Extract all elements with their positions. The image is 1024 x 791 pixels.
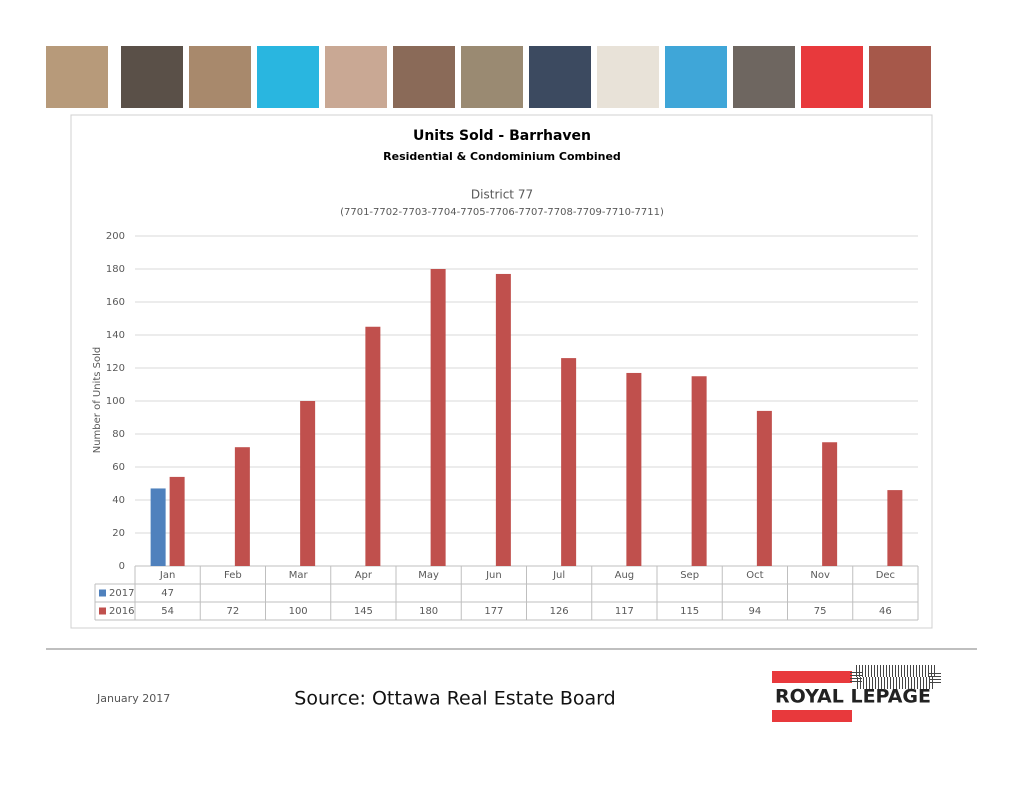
photo-tile: [461, 46, 523, 108]
legend-key: [99, 607, 106, 615]
bar: [561, 358, 577, 566]
y-tick-label: 0: [119, 561, 125, 572]
logo-bar: [772, 710, 852, 722]
bar: [169, 476, 185, 566]
x-tick-label: Aug: [615, 570, 635, 581]
y-tick-label: 180: [106, 264, 125, 275]
x-tick-label: Nov: [810, 570, 830, 581]
x-tick-label: May: [418, 570, 439, 581]
bar: [365, 326, 381, 566]
table-value: 47: [161, 588, 174, 599]
x-tick-label: Dec: [876, 570, 895, 581]
table-value: 177: [484, 606, 503, 617]
photo-tile: [257, 46, 319, 108]
x-tick-label: Jun: [485, 570, 502, 581]
bar: [691, 376, 707, 566]
table-value: 145: [354, 606, 373, 617]
table-value: 117: [615, 606, 634, 617]
y-tick-label: 120: [106, 363, 125, 374]
bar: [756, 410, 772, 566]
logo-bar: [772, 671, 852, 683]
table-value: 46: [879, 606, 892, 617]
x-tick-label: Jan: [159, 570, 175, 581]
chart-title: Units Sold - Barrhaven: [413, 128, 591, 144]
photo-tile: [189, 46, 251, 108]
y-tick-label: 20: [112, 528, 125, 539]
bar: [430, 269, 446, 566]
bar: [234, 447, 250, 566]
logo-text: ROYAL LEPAGE: [775, 686, 931, 708]
photo-strip: [46, 46, 931, 108]
x-tick-label: Sep: [680, 570, 699, 581]
plot: 0 20 40 60 80 100 120 140 160 180 200 2017 2016 Jan 47…: [94, 231, 919, 621]
legend-label: 2017: [109, 588, 134, 599]
photo-tile: [869, 46, 931, 108]
bar: [150, 488, 166, 566]
photo-tile: [733, 46, 795, 108]
y-axis-label: Number of Units Sold: [92, 347, 103, 454]
bar: [495, 273, 511, 566]
photo-tile: [121, 46, 183, 108]
bar: [822, 442, 838, 566]
x-tick-label: Oct: [746, 570, 763, 581]
photo-tile: [325, 46, 387, 108]
bar: [626, 372, 642, 566]
district-codes: (7701-7702-7703-7704-7705-7706-7707-7708…: [340, 207, 664, 218]
y-tick-label: 80: [112, 429, 125, 440]
footer-date: January 2017: [96, 692, 170, 705]
table-value: 100: [289, 606, 308, 617]
bar: [300, 401, 316, 566]
y-tick-label: 60: [112, 462, 125, 473]
table-value: 54: [161, 606, 174, 617]
photo-tile: [46, 46, 108, 108]
table-value: 75: [814, 606, 827, 617]
legend-key: [99, 589, 106, 597]
y-tick-label: 200: [106, 231, 125, 242]
x-tick-label: Mar: [289, 570, 309, 581]
x-tick-label: Apr: [355, 570, 373, 581]
y-tick-label: 100: [106, 396, 125, 407]
chart-subtitle: Residential & Condominium Combined: [383, 150, 621, 163]
photo-tile: [393, 46, 455, 108]
bar: [887, 490, 903, 566]
photo-tile: [529, 46, 591, 108]
table-value: 126: [550, 606, 569, 617]
logo-barcode: [850, 665, 941, 689]
x-tick-label: Feb: [224, 570, 242, 581]
table-value: 115: [680, 606, 699, 617]
x-tick-label: Jul: [552, 570, 565, 581]
district: District 77: [471, 188, 533, 202]
table-value: 180: [419, 606, 438, 617]
footer-source: Source: Ottawa Real Estate Board: [294, 688, 615, 710]
table-value: 94: [749, 606, 762, 617]
photo-tile: [801, 46, 863, 108]
logo: ROYAL LEPAGE: [772, 665, 941, 722]
y-tick-label: 160: [106, 297, 125, 308]
photo-tile: [665, 46, 727, 108]
photo-tile: [597, 46, 659, 108]
legend-label: 2016: [109, 606, 134, 617]
table-value: 72: [227, 606, 240, 617]
y-tick-label: 40: [112, 495, 125, 506]
y-tick-label: 140: [106, 330, 125, 341]
